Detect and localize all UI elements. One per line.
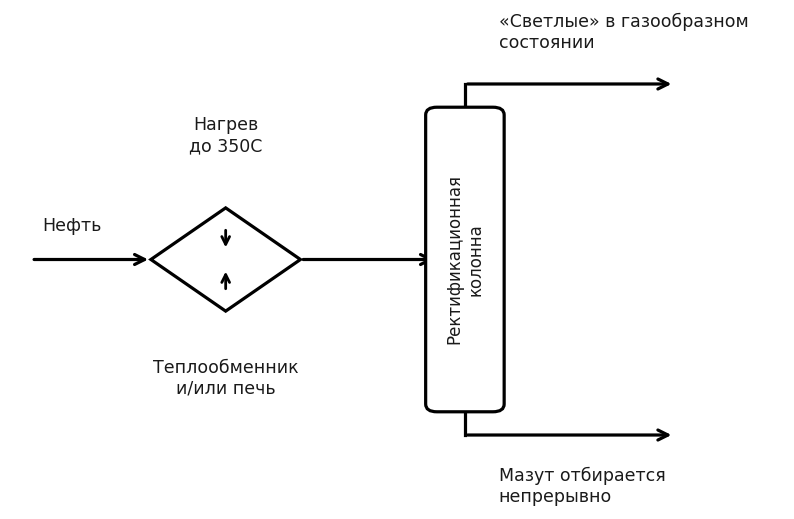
Polygon shape: [151, 208, 300, 311]
Text: Теплообменник
и/или печь: Теплообменник и/или печь: [153, 359, 299, 398]
FancyBboxPatch shape: [426, 107, 504, 412]
Text: Нефть: Нефть: [43, 217, 102, 235]
Text: «Светлые» в газообразном
состоянии: «Светлые» в газообразном состоянии: [499, 13, 748, 52]
Text: Нагрев
до 350С: Нагрев до 350С: [189, 116, 262, 155]
Text: Ректификационная
колонна: Ректификационная колонна: [445, 174, 484, 345]
Text: Мазут отбирается
непрерывно: Мазут отбирается непрерывно: [499, 467, 665, 506]
